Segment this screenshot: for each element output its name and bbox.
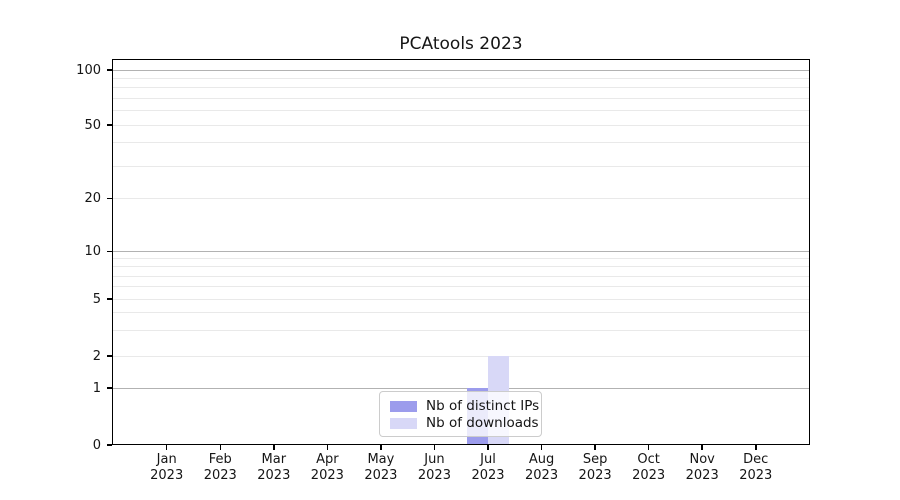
y-tick-label: 1	[92, 380, 101, 396]
y-tick-mark	[107, 124, 112, 126]
y-gridline-minor	[113, 110, 809, 112]
y-tick-label: 2	[92, 348, 101, 364]
y-tick-mark	[107, 387, 112, 389]
y-tick-label: 100	[76, 62, 101, 78]
x-tick-mark	[540, 445, 543, 450]
y-gridline-minor	[113, 124, 809, 126]
legend-swatch-icon	[390, 417, 417, 429]
y-gridline-minor	[113, 87, 809, 89]
x-tick-mark	[380, 445, 382, 450]
legend-label: Nb of distinct IPs	[426, 398, 540, 414]
y-tick-mark	[107, 298, 112, 300]
y-tick-label: 0	[92, 437, 101, 453]
y-gridline-minor	[113, 165, 809, 167]
x-tick-label: Feb 2023	[203, 452, 237, 483]
y-tick-mark	[107, 444, 112, 446]
y-gridline-minor	[113, 97, 809, 99]
x-tick-mark	[647, 445, 650, 450]
x-tick-label: Dec 2023	[739, 452, 773, 483]
x-tick-mark	[273, 445, 275, 450]
y-gridline-minor	[113, 330, 809, 332]
x-tick-mark	[755, 445, 757, 450]
x-tick-label: Mar 2023	[257, 452, 291, 483]
y-gridline-minor	[113, 286, 809, 288]
chart-title: PCAtools 2023	[399, 34, 523, 54]
x-tick-mark	[487, 445, 489, 450]
x-tick-label: Jun 2023	[417, 452, 451, 483]
legend: Nb of distinct IPs Nb of downloads	[379, 391, 542, 437]
y-gridline-major	[113, 387, 809, 389]
x-tick-label: May 2023	[364, 452, 398, 483]
x-tick-label: Jul 2023	[471, 452, 505, 483]
x-tick-mark	[701, 445, 703, 450]
x-tick-label: Aug 2023	[525, 452, 559, 483]
y-gridline-minor	[113, 275, 809, 277]
legend-label: Nb of downloads	[426, 415, 539, 431]
x-tick-label: Nov 2023	[685, 452, 719, 483]
y-tick-mark	[107, 250, 112, 253]
plot-area	[112, 59, 810, 445]
legend-item: Nb of downloads	[390, 415, 539, 431]
y-tick-mark	[107, 197, 112, 200]
y-gridline-major	[113, 251, 809, 253]
x-tick-label: Jan 2023	[150, 452, 184, 483]
y-tick-label: 10	[84, 244, 101, 260]
y-gridline-minor	[113, 77, 809, 79]
x-tick-mark	[165, 445, 168, 450]
y-tick-label: 5	[92, 291, 101, 307]
y-gridline-minor	[113, 198, 809, 200]
y-gridline-minor	[113, 312, 809, 314]
x-tick-label: Apr 2023	[310, 452, 344, 483]
y-gridline-minor	[113, 258, 809, 260]
y-gridline-minor	[113, 298, 809, 300]
y-tick-label: 50	[84, 117, 101, 133]
y-tick-label: 20	[84, 191, 101, 207]
x-tick-label: Oct 2023	[632, 452, 666, 483]
x-tick-label: Sep 2023	[578, 452, 612, 483]
x-tick-mark	[219, 445, 221, 450]
legend-swatch-icon	[390, 400, 417, 412]
y-tick-mark	[107, 355, 112, 357]
x-tick-mark	[594, 445, 596, 450]
legend-item: Nb of distinct IPs	[390, 398, 539, 414]
y-gridline-minor	[113, 266, 809, 268]
y-gridline-minor	[113, 355, 809, 357]
y-gridline-major	[113, 69, 809, 71]
x-tick-mark	[326, 445, 329, 450]
y-gridline-minor	[113, 142, 809, 144]
x-tick-mark	[433, 445, 436, 450]
y-tick-mark	[107, 69, 112, 71]
